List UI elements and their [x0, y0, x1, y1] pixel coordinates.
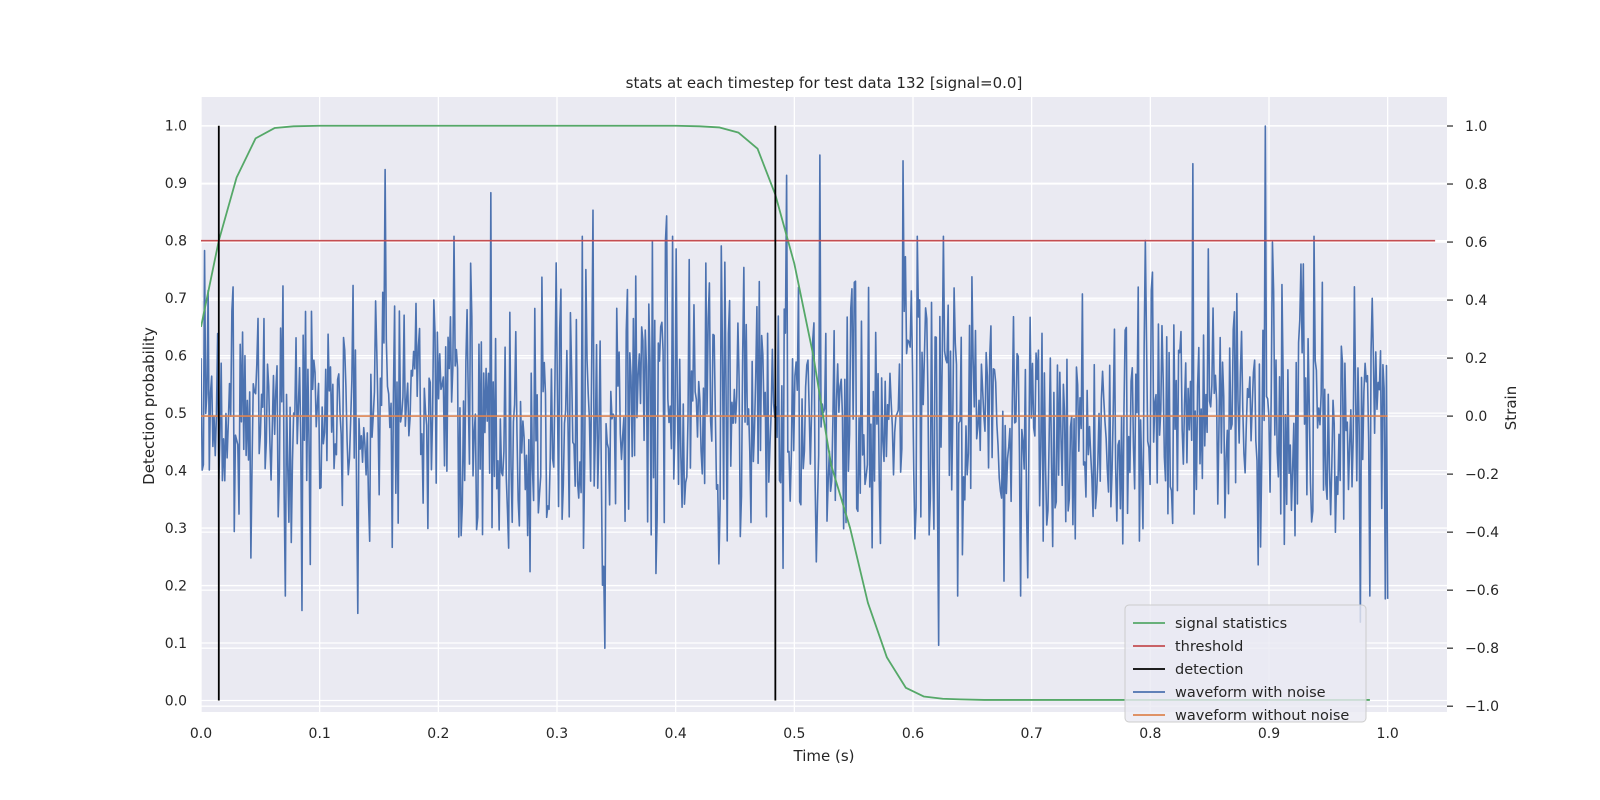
- x-tick-label: 0.5: [783, 726, 805, 742]
- y-tick-label: 0.7: [165, 291, 187, 307]
- y2-tick-label: −0.2: [1465, 467, 1499, 483]
- x-tick-label: 0.2: [427, 726, 449, 742]
- series-waveform-with-noise: [201, 125, 1389, 649]
- x-tick-label: 0.3: [546, 726, 568, 742]
- x-tick-label: 0.0: [190, 726, 212, 742]
- legend-label: waveform with noise: [1175, 685, 1326, 701]
- legend-label: detection: [1175, 662, 1243, 678]
- legend-label: threshold: [1175, 639, 1243, 655]
- y-axis-label: Detection probability: [140, 327, 158, 485]
- legend: signal statistics threshold detection wavef…: [1124, 604, 1367, 724]
- y-tick-label: 0.8: [165, 234, 187, 250]
- y2-tick-label: 0.6: [1465, 235, 1487, 251]
- y2-tick-label: −0.4: [1465, 525, 1499, 541]
- y2-tick-label: 0.0: [1465, 409, 1487, 425]
- y2-tick-label: 0.4: [1465, 293, 1487, 309]
- legend-box: [1124, 604, 1367, 723]
- x-tick-label: 0.7: [1021, 726, 1043, 742]
- y2-tick-label: 0.2: [1465, 351, 1487, 367]
- x-tick-label: 1.0: [1377, 726, 1399, 742]
- y2-tick-label: −0.6: [1465, 583, 1499, 599]
- y-tick-label: 0.0: [165, 694, 187, 710]
- y-tick-label: 0.6: [165, 349, 187, 365]
- x-axis-label: Time (s): [793, 747, 855, 765]
- y-tick-label: 1.0: [165, 119, 187, 135]
- legend-label: waveform without noise: [1175, 708, 1349, 724]
- y-tick-label: 0.9: [165, 176, 187, 192]
- ticks: 0.0 0.1 0.2 0.3 0.4 0.5 0.6 0.7 0.8 0.9 1.0 0.0 0.1 0…: [165, 119, 1499, 742]
- y2-tick-label: −0.8: [1465, 641, 1499, 657]
- y2-tick-label: 1.0: [1465, 119, 1487, 135]
- chart-title: stats at each timestep for test data 132…: [626, 74, 1023, 92]
- y2-axis-label: Strain: [1502, 386, 1520, 430]
- y-tick-label: 0.3: [165, 521, 187, 537]
- x-tick-label: 0.1: [309, 726, 331, 742]
- series-signal-statistics: [201, 124, 1370, 701]
- y2-tick-label: −1.0: [1465, 699, 1499, 715]
- y-tick-label: 0.4: [165, 464, 187, 480]
- y-tick-label: 0.1: [165, 636, 187, 652]
- legend-label: signal statistics: [1175, 616, 1287, 632]
- y-tick-label: 0.5: [165, 406, 187, 422]
- y-tick-label: 0.2: [165, 579, 187, 595]
- x-tick-label: 0.8: [1139, 726, 1161, 742]
- series-layer: [201, 124, 1436, 701]
- x-tick-label: 0.4: [665, 726, 687, 742]
- y2-tick-label: 0.8: [1465, 177, 1487, 193]
- x-tick-label: 0.9: [1258, 726, 1280, 742]
- x-tick-label: 0.6: [902, 726, 924, 742]
